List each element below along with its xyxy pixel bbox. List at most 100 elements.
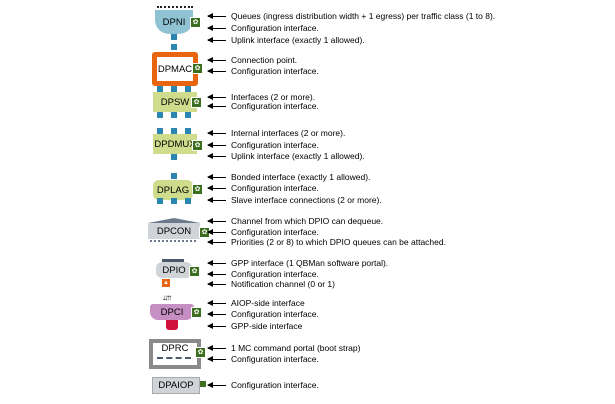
arrow-left-icon [207, 94, 226, 100]
dpio-object: DPIO [156, 262, 192, 278]
annotation-text: Priorities (2 or 8) to which DPIO queues… [231, 237, 446, 247]
aiop-arrows-icon: ↓↓↑↑ [162, 293, 172, 302]
arrow-left-icon [207, 103, 226, 109]
arrow-left-icon [207, 300, 226, 306]
gpp-port-icon [166, 320, 178, 330]
annotation-text: Bonded interface (exactly 1 allowed). [231, 172, 371, 182]
annotation-text: Configuration interface. [231, 140, 319, 150]
port-icon [171, 173, 177, 179]
gear-icon: ✿ [192, 63, 203, 74]
gear-icon: ✿ [192, 184, 203, 195]
arrow-left-icon [207, 57, 226, 63]
arrow-left-icon [207, 260, 226, 266]
command-portal-icon [157, 357, 191, 359]
arrow-left-icon [207, 323, 226, 329]
annotation-text: Notification channel (0 or 1) [231, 279, 335, 289]
dplag-label: DPLAG [156, 184, 190, 196]
port-icon [185, 112, 191, 118]
arrow-left-icon [207, 218, 226, 224]
arrow-left-icon [207, 281, 226, 287]
annotation-text: AIOP-side interface [231, 298, 305, 308]
arrow-left-icon [207, 13, 226, 19]
arrow-left-icon [207, 185, 226, 191]
annotation-text: Configuration interface. [231, 309, 319, 319]
annotation-text: Configuration interface. [231, 183, 319, 193]
arrow-left-icon [207, 142, 226, 148]
port-icon [185, 86, 191, 92]
dpmac-object: DPMAC [152, 52, 198, 86]
annotation-text: Connection point. [231, 55, 298, 65]
port-icon [171, 128, 177, 134]
arrow-left-icon [207, 382, 226, 388]
arrow-left-icon [207, 271, 226, 277]
dpni-object: DPNI [155, 10, 193, 34]
arrow-left-icon [207, 239, 226, 245]
arrow-left-icon [207, 345, 226, 351]
annotation-text: Configuration interface. [231, 354, 319, 364]
annotation-text: GPP-side interface [231, 321, 303, 331]
dpcon-label: DPCON [156, 225, 192, 237]
dpcon-object: DPCON [148, 223, 200, 239]
arrow-left-icon [207, 153, 226, 159]
gear-icon: ✿ [195, 347, 206, 358]
notification-icon: ▲ [162, 279, 170, 287]
port-icon [171, 86, 177, 92]
gear-icon: ✿ [191, 307, 202, 318]
annotation-text: Slave interface connections (2 or more). [231, 195, 382, 205]
port-icon [157, 86, 163, 92]
port-icon [157, 198, 163, 204]
port-icon [157, 112, 163, 118]
gear-icon: ✿ [191, 97, 202, 108]
annotation-text: Configuration interface. [231, 227, 319, 237]
gear-icon: ✿ [189, 266, 200, 277]
uplink-port-icon [171, 154, 177, 160]
port-icon [171, 198, 177, 204]
port-icon [157, 128, 163, 134]
dpci-label: DPCI [160, 306, 184, 318]
annotation-text: Channel from which DPIO can dequeue. [231, 216, 384, 226]
priorities-icon [150, 240, 196, 244]
port-icon [185, 128, 191, 134]
dprc-object: DPRC [149, 339, 201, 369]
annotation-text: Configuration interface. [231, 380, 319, 390]
dpdmux-object: DPDMUX [153, 134, 197, 154]
dpni-label: DPNI [162, 16, 186, 28]
annotation-text: Configuration interface. [231, 269, 319, 279]
arrow-left-icon [207, 68, 226, 74]
dpsw-object: DPSW [153, 92, 197, 112]
config-port-icon [200, 381, 206, 387]
dpaiop-object: DPAIOP [152, 377, 200, 394]
arrow-left-icon [207, 229, 226, 235]
portal-bar-icon [162, 259, 184, 262]
dprc-label: DPRC [161, 343, 189, 354]
annotation-text: Interfaces (2 or more). [231, 92, 316, 102]
dpdmux-label: DPDMUX [154, 138, 196, 150]
port-icon [185, 198, 191, 204]
annotation-text: Configuration interface. [231, 66, 319, 76]
dpci-object: DPCI [150, 304, 194, 320]
annotation-text: Uplink interface (exactly 1 allowed). [231, 151, 365, 161]
annotation-text: Uplink interface (exactly 1 allowed). [231, 35, 365, 45]
queues-icon [157, 6, 193, 13]
dpsw-label: DPSW [160, 96, 190, 108]
channel-roof-icon [148, 218, 200, 223]
annotation-text: 1 MC command portal (boot strap) [231, 343, 361, 353]
annotation-text: Queues (ingress distribution width + 1 e… [231, 11, 496, 21]
arrow-left-icon [207, 311, 226, 317]
arrow-left-icon [207, 197, 226, 203]
port-icon [171, 44, 177, 50]
annotation-text: GPP interface (1 QBMan software portal). [231, 258, 389, 268]
gear-icon: ✿ [192, 140, 203, 151]
dpaiop-label: DPAIOP [158, 380, 194, 391]
dplag-object: DPLAG [153, 180, 193, 200]
annotation-text: Internal interfaces (2 or more). [231, 128, 346, 138]
arrow-left-icon [207, 25, 226, 31]
dpmac-label: DPMAC [157, 63, 193, 75]
arrow-left-icon [207, 130, 226, 136]
port-icon [171, 112, 177, 118]
annotation-text: Configuration interface. [231, 23, 319, 33]
arrow-left-icon [207, 356, 226, 362]
dpio-label: DPIO [162, 264, 186, 276]
uplink-port-icon [171, 34, 177, 40]
annotation-text: Configuration interface. [231, 101, 319, 111]
